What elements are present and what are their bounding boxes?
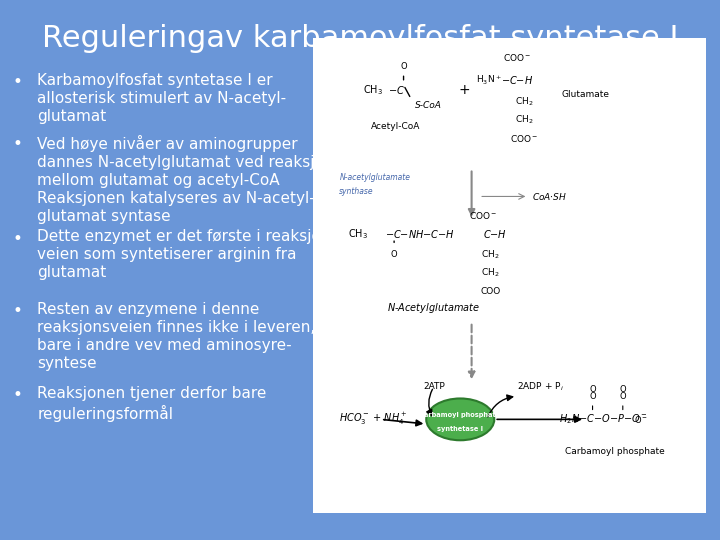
FancyBboxPatch shape <box>313 38 706 513</box>
Text: synthetase I: synthetase I <box>437 426 483 431</box>
Text: •: • <box>13 135 23 153</box>
Text: O: O <box>589 384 596 394</box>
Text: CH$_2$: CH$_2$ <box>481 248 500 261</box>
Text: $-$C$-$H: $-$C$-$H <box>501 75 533 86</box>
Text: $-$C: $-$C <box>387 84 405 96</box>
Text: •: • <box>13 386 23 404</box>
Text: $N$-Acetylglutamate: $N$-Acetylglutamate <box>387 301 480 315</box>
Text: Reguleringav karbamoylfosfat syntetase I: Reguleringav karbamoylfosfat syntetase I <box>42 24 678 53</box>
Text: COO: COO <box>480 287 500 296</box>
Text: H$_3$N$^+$: H$_3$N$^+$ <box>476 74 502 87</box>
Text: synthase: synthase <box>339 187 374 197</box>
Text: carbamoyl phosphate: carbamoyl phosphate <box>420 411 500 418</box>
Text: O: O <box>589 392 596 401</box>
Text: HCO$_3^-$ + NH$_4^+$: HCO$_3^-$ + NH$_4^+$ <box>339 411 408 428</box>
Text: O$^-$: O$^-$ <box>634 414 648 425</box>
Text: COO$^-$: COO$^-$ <box>503 52 531 63</box>
Text: 2ADP + P$_i$: 2ADP + P$_i$ <box>517 381 564 393</box>
Text: S-CoA: S-CoA <box>415 102 442 110</box>
Text: Dette enzymet er det første i reaksjons-
veien som syntetiserer arginin fra
glut: Dette enzymet er det første i reaksjons-… <box>37 230 344 280</box>
Text: Reaksjonen tjener derfor bare
reguleringsformål: Reaksjonen tjener derfor bare regulering… <box>37 386 267 422</box>
Text: CH$_2$: CH$_2$ <box>516 95 534 107</box>
Text: O: O <box>391 250 397 259</box>
Text: +: + <box>458 83 470 97</box>
Text: CoA$\cdot$SH: CoA$\cdot$SH <box>532 191 567 202</box>
Text: Ved høye nivåer av aminogrupper
dannes N-acetylglutamat ved reaksjon
mellom glut: Ved høye nivåer av aminogrupper dannes N… <box>37 135 334 224</box>
Text: Glutamate: Glutamate <box>561 90 609 99</box>
Text: •: • <box>13 302 23 320</box>
Text: COO$^-$: COO$^-$ <box>510 133 539 144</box>
Text: •: • <box>13 230 23 247</box>
Text: O: O <box>619 392 626 401</box>
Text: COO$^-$: COO$^-$ <box>469 210 497 220</box>
Text: C$-$H: C$-$H <box>483 227 507 240</box>
Text: Resten av enzymene i denne
reaksjonsveien finnes ikke i leveren,
bare i andre ve: Resten av enzymene i denne reaksjonsveie… <box>37 302 315 372</box>
Text: O: O <box>400 62 407 71</box>
Text: O: O <box>619 384 626 394</box>
Text: 2ATP: 2ATP <box>423 382 445 392</box>
Text: •: • <box>13 73 23 91</box>
Text: Karbamoylfosfat syntetase I er
allosterisk stimulert av N-acetyl-
glutamat: Karbamoylfosfat syntetase I er allosteri… <box>37 73 287 124</box>
Text: H$_2$N$-$C$-$O$-$P$-$O$^-$: H$_2$N$-$C$-$O$-$P$-$O$^-$ <box>559 413 647 426</box>
Text: N-acetylglutamate: N-acetylglutamate <box>339 173 410 183</box>
Text: Acetyl-CoA: Acetyl-CoA <box>372 122 420 131</box>
Text: CH$_3$: CH$_3$ <box>348 227 368 240</box>
Text: Carbamoyl phosphate: Carbamoyl phosphate <box>565 447 665 456</box>
Text: CH$_2$: CH$_2$ <box>481 267 500 279</box>
Text: CH$_2$: CH$_2$ <box>516 113 534 126</box>
Text: CH$_3$: CH$_3$ <box>364 83 383 97</box>
Ellipse shape <box>426 399 494 440</box>
Text: $-$C$-$NH$-$C$-$H: $-$C$-$NH$-$C$-$H <box>384 227 454 240</box>
